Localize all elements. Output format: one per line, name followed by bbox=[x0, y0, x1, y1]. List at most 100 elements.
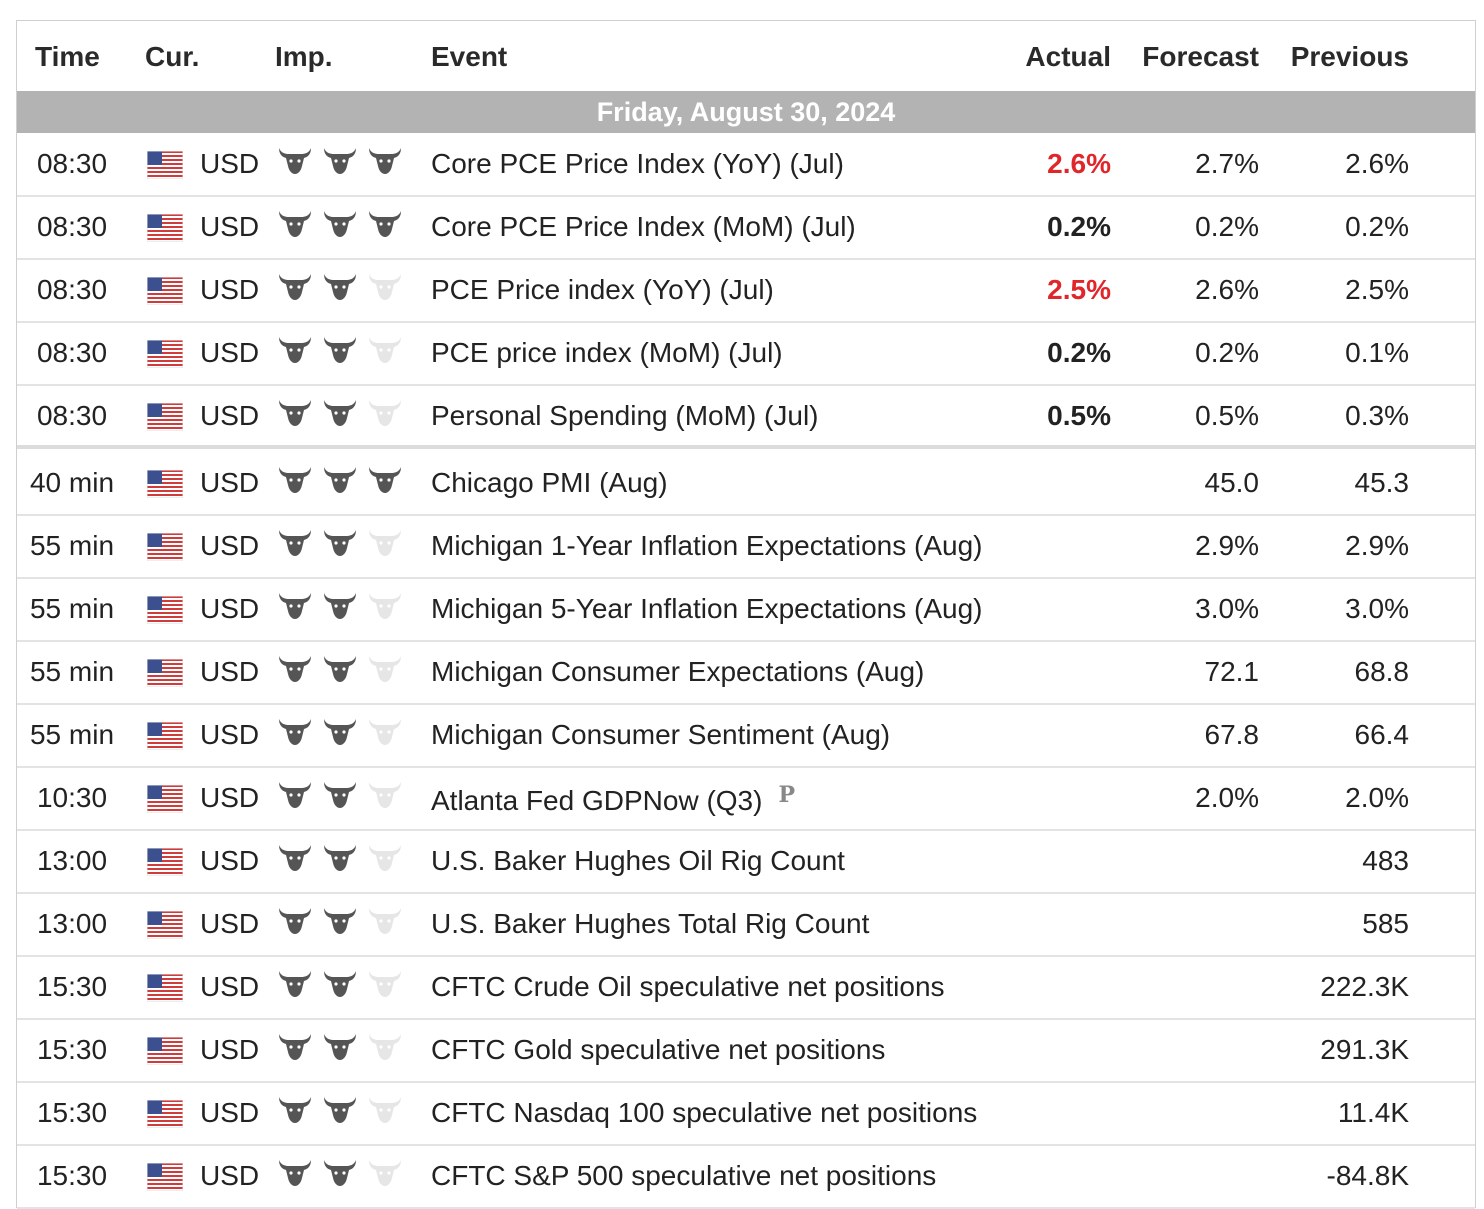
forecast-value: 2.9% bbox=[1195, 530, 1259, 561]
preliminary-badge: P bbox=[778, 782, 795, 808]
currency-code: USD bbox=[200, 400, 260, 431]
bull-icon bbox=[320, 270, 360, 302]
actual-value: 2.6% bbox=[1047, 148, 1111, 179]
bull-icon bbox=[275, 715, 315, 747]
table-row[interactable]: 55 min USD Michigan 1-Year Inflation Expec… bbox=[17, 516, 1475, 579]
event-name[interactable]: Michigan Consumer Expectations (Aug) bbox=[431, 656, 924, 688]
previous-value: 222.3K bbox=[1320, 971, 1409, 1002]
currency-code: USD bbox=[200, 467, 260, 498]
event-name-text: CFTC Crude Oil speculative net positions bbox=[431, 971, 945, 1002]
previous-value: 291.3K bbox=[1320, 1034, 1409, 1065]
importance-rating bbox=[275, 333, 405, 365]
table-row[interactable]: 08:30 USD Core PCE Price Index (MoM) (Jul)… bbox=[17, 197, 1475, 260]
bull-icon bbox=[275, 1156, 315, 1188]
importance-rating bbox=[275, 144, 405, 176]
event-name[interactable]: CFTC Crude Oil speculative net positions bbox=[431, 971, 945, 1003]
event-time: 08:30 bbox=[36, 148, 108, 179]
table-row[interactable]: 08:30 USD Personal Spending (MoM) (Jul) 0.5… bbox=[17, 386, 1475, 449]
event-time: 55 min bbox=[29, 530, 115, 561]
us-flag-icon bbox=[146, 276, 184, 306]
event-name[interactable]: CFTC Nasdaq 100 speculative net position… bbox=[431, 1097, 977, 1129]
event-name[interactable]: Personal Spending (MoM) (Jul) bbox=[431, 400, 819, 432]
previous-value: 2.6% bbox=[1345, 148, 1409, 179]
bull-icon bbox=[275, 144, 315, 176]
previous-value: 0.1% bbox=[1345, 337, 1409, 368]
previous-value: 45.3 bbox=[1354, 467, 1410, 498]
importance-rating bbox=[275, 1093, 405, 1125]
table-row[interactable]: 15:30 USD CFTC Crude Oil speculative net p… bbox=[17, 957, 1475, 1020]
table-row[interactable]: 55 min USD Michigan 5-Year Inflation Expec… bbox=[17, 579, 1475, 642]
bull-icon bbox=[365, 715, 405, 747]
event-name[interactable]: Michigan 1-Year Inflation Expectations (… bbox=[431, 530, 983, 562]
previous-value: 2.0% bbox=[1345, 782, 1409, 813]
bull-icon bbox=[275, 778, 315, 810]
event-name-text: CFTC Nasdaq 100 speculative net position… bbox=[431, 1097, 978, 1128]
column-header-currency: Cur. bbox=[145, 41, 200, 72]
currency-code: USD bbox=[200, 719, 260, 750]
table-row[interactable]: 08:30 USD PCE price index (MoM) (Jul) 0.2% 0… bbox=[17, 323, 1475, 386]
bull-icon bbox=[320, 333, 360, 365]
bull-icon bbox=[320, 1030, 360, 1062]
event-time: 55 min bbox=[29, 656, 115, 687]
us-flag-icon bbox=[146, 150, 184, 180]
table-row[interactable]: 15:30 USD CFTC S&P 500 speculative net pos… bbox=[17, 1146, 1475, 1209]
bull-icon bbox=[365, 1030, 405, 1062]
bull-icon bbox=[365, 1093, 405, 1125]
currency-code: USD bbox=[200, 1097, 260, 1128]
forecast-value: 2.6% bbox=[1195, 274, 1259, 305]
table-row[interactable]: 08:30 USD PCE Price index (YoY) (Jul) 2.5% 2… bbox=[17, 260, 1475, 323]
event-name[interactable]: Michigan 5-Year Inflation Expectations (… bbox=[431, 593, 983, 625]
currency-code: USD bbox=[200, 211, 260, 242]
event-name[interactable]: Chicago PMI (Aug) bbox=[431, 467, 668, 499]
event-time: 10:30 bbox=[36, 782, 108, 813]
actual-value: 0.5% bbox=[1047, 400, 1111, 431]
importance-rating bbox=[275, 207, 405, 239]
event-name[interactable]: CFTC S&P 500 speculative net positions bbox=[431, 1160, 936, 1192]
event-name[interactable]: Atlanta Fed GDPNow (Q3) P bbox=[431, 782, 795, 817]
forecast-value: 3.0% bbox=[1195, 593, 1259, 624]
table-row[interactable]: 55 min USD Michigan Consumer Expectations … bbox=[17, 642, 1475, 705]
currency-code: USD bbox=[200, 148, 260, 179]
importance-rating bbox=[275, 589, 405, 621]
column-header-actual: Actual bbox=[1025, 41, 1111, 72]
us-flag-icon bbox=[146, 213, 184, 243]
us-flag-icon bbox=[146, 910, 184, 940]
event-name[interactable]: PCE price index (MoM) (Jul) bbox=[431, 337, 783, 369]
table-row[interactable]: 15:30 USD CFTC Nasdaq 100 speculative net … bbox=[17, 1083, 1475, 1146]
table-row[interactable]: 55 min USD Michigan Consumer Sentiment (Au… bbox=[17, 705, 1475, 768]
importance-rating bbox=[275, 652, 405, 684]
importance-rating bbox=[275, 1030, 405, 1062]
event-name[interactable]: Core PCE Price Index (MoM) (Jul) bbox=[431, 211, 856, 243]
event-name-text: U.S. Baker Hughes Oil Rig Count bbox=[431, 845, 845, 876]
table-row[interactable]: 08:30 USD Core PCE Price Index (YoY) (Jul)… bbox=[17, 134, 1475, 197]
bull-icon bbox=[275, 463, 315, 495]
table-header: Time Cur. Imp. Event Actual Forecast Pre… bbox=[17, 21, 1475, 91]
event-name-text: Michigan Consumer Sentiment (Aug) bbox=[431, 719, 891, 750]
event-name[interactable]: Michigan Consumer Sentiment (Aug) bbox=[431, 719, 890, 751]
bull-icon bbox=[275, 904, 315, 936]
importance-rating bbox=[275, 1156, 405, 1188]
us-flag-icon bbox=[146, 1036, 184, 1066]
table-row[interactable]: 13:00 USD U.S. Baker Hughes Oil Rig Count 4… bbox=[17, 831, 1475, 894]
event-name[interactable]: CFTC Gold speculative net positions bbox=[431, 1034, 885, 1066]
event-name-text: Core PCE Price Index (YoY) (Jul) bbox=[431, 148, 844, 179]
table-row[interactable]: 10:30 USD Atlanta Fed GDPNow (Q3) P 2.0% 2.0% bbox=[17, 768, 1475, 831]
event-time: 40 min bbox=[29, 467, 115, 498]
us-flag-icon bbox=[146, 469, 184, 499]
event-name[interactable]: Core PCE Price Index (YoY) (Jul) bbox=[431, 148, 844, 180]
importance-rating bbox=[275, 463, 405, 495]
event-name-text: Michigan 1-Year Inflation Expectations (… bbox=[431, 530, 983, 561]
currency-code: USD bbox=[200, 782, 260, 813]
table-row[interactable]: 15:30 USD CFTC Gold speculative net positi… bbox=[17, 1020, 1475, 1083]
bull-icon bbox=[365, 463, 405, 495]
actual-value: 0.2% bbox=[1047, 211, 1111, 242]
table-row[interactable]: 40 min USD Chicago PMI (Aug) 45.0 45.3 bbox=[17, 453, 1475, 516]
table-row[interactable]: 13:00 USD U.S. Baker Hughes Total Rig Coun… bbox=[17, 894, 1475, 957]
event-name[interactable]: U.S. Baker Hughes Total Rig Count bbox=[431, 908, 869, 940]
bull-icon bbox=[365, 652, 405, 684]
currency-code: USD bbox=[200, 845, 260, 876]
importance-rating bbox=[275, 778, 405, 810]
event-name[interactable]: PCE Price index (YoY) (Jul) bbox=[431, 274, 774, 306]
bull-icon bbox=[275, 1030, 315, 1062]
event-name[interactable]: U.S. Baker Hughes Oil Rig Count bbox=[431, 845, 845, 877]
